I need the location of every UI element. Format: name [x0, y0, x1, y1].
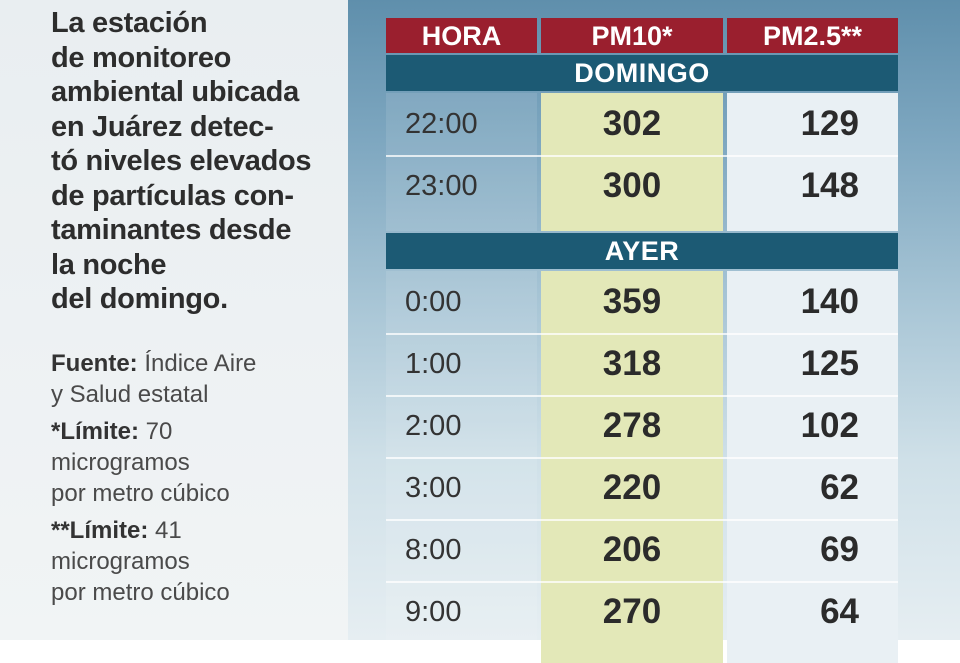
- cell-pm10: 359: [602, 282, 662, 321]
- cell-hora: 3:00: [405, 472, 462, 504]
- intro-line: en Juárez detec-: [51, 110, 274, 143]
- row-divider: [386, 395, 898, 397]
- cell-pm10: 302: [602, 104, 662, 143]
- intro-line: de monitoreo: [51, 41, 232, 74]
- cell-pm25: 129: [800, 104, 859, 143]
- cell-pm10: 318: [602, 344, 662, 383]
- header-hora: HORA: [386, 18, 537, 53]
- source-text: Índice Aire: [137, 350, 257, 377]
- limit-value: 41: [148, 517, 182, 544]
- row-divider: [386, 581, 898, 583]
- table-row: 23:00 300 148: [386, 155, 898, 217]
- header-pm25: PM2.5**: [727, 18, 898, 53]
- limit-unit: microgramos: [51, 449, 190, 476]
- cell-pm25: 140: [800, 282, 859, 321]
- table-row: 0:00 359 140: [386, 271, 898, 333]
- column-bg-hora: [386, 93, 537, 231]
- table-row: 3:00 220 62: [386, 457, 898, 519]
- limit-label: *Límite:: [51, 418, 140, 445]
- pm25-limit-note: **Límite: 41 microgramos por metro cúbic…: [51, 515, 341, 608]
- cell-pm10: 220: [602, 468, 662, 507]
- cell-pm25: 69: [820, 530, 859, 569]
- source-text-2: y Salud estatal: [51, 381, 209, 408]
- limit-unit: microgramos: [51, 548, 190, 575]
- header-pm10: PM10*: [541, 18, 723, 53]
- column-bg-hora: [386, 271, 537, 663]
- cell-pm25: 125: [800, 344, 859, 383]
- cell-pm10: 270: [602, 592, 662, 631]
- section-header: DOMINGO: [386, 55, 898, 91]
- table-row: 1:00 318 125: [386, 333, 898, 395]
- intro-text: La estación de monitoreo ambiental ubica…: [51, 6, 341, 317]
- row-divider: [386, 155, 898, 157]
- intro-line: ambiental ubicada: [51, 76, 299, 108]
- cell-hora: 22:00: [405, 108, 478, 140]
- intro-line: la noche: [51, 248, 167, 281]
- cell-hora: 8:00: [405, 534, 462, 566]
- cell-pm10: 278: [602, 406, 662, 445]
- column-bg-pm25: [727, 93, 898, 231]
- table-row: 2:00 278 102: [386, 395, 898, 457]
- table-row: 9:00 270 64: [386, 581, 898, 643]
- cell-hora: 2:00: [405, 410, 462, 442]
- column-bg-pm10: [541, 93, 723, 231]
- intro-line: del domingo.: [51, 283, 228, 315]
- cell-pm10: 206: [602, 530, 662, 569]
- source-label: Fuente:: [51, 350, 138, 377]
- limit-label: **Límite:: [51, 517, 149, 544]
- cell-pm25: 64: [820, 592, 859, 631]
- cell-hora: 23:00: [405, 170, 478, 202]
- cell-pm25: 148: [800, 166, 859, 205]
- limit-unit: por metro cúbico: [51, 579, 230, 606]
- notes: Fuente: Índice Aire y Salud estatal *Lím…: [51, 348, 341, 614]
- limit-value: 70: [139, 418, 173, 445]
- cell-pm25: 62: [820, 468, 859, 507]
- column-bg-pm25: [727, 271, 898, 663]
- left-panel: [0, 0, 348, 640]
- cell-hora: 0:00: [405, 286, 462, 318]
- intro-line: de partículas con-: [51, 179, 294, 212]
- table-row: 22:00 302 129: [386, 93, 898, 155]
- row-divider: [386, 519, 898, 521]
- cell-pm25: 102: [800, 406, 859, 445]
- source-note: Fuente: Índice Aire y Salud estatal: [51, 348, 341, 410]
- row-divider: [386, 457, 898, 459]
- limit-unit: por metro cúbico: [51, 480, 230, 507]
- intro-line: La estación: [51, 7, 208, 39]
- cell-hora: 9:00: [405, 596, 462, 628]
- row-divider: [386, 333, 898, 335]
- intro-line: taminantes desde: [51, 214, 292, 246]
- cell-pm10: 300: [602, 166, 662, 205]
- column-bg-pm10: [541, 271, 723, 663]
- intro-line: tó niveles elevados: [51, 145, 312, 177]
- section-header: AYER: [386, 233, 898, 269]
- cell-hora: 1:00: [405, 348, 462, 380]
- pm10-limit-note: *Límite: 70 microgramos por metro cúbico: [51, 416, 341, 509]
- table-row: 8:00 206 69: [386, 519, 898, 581]
